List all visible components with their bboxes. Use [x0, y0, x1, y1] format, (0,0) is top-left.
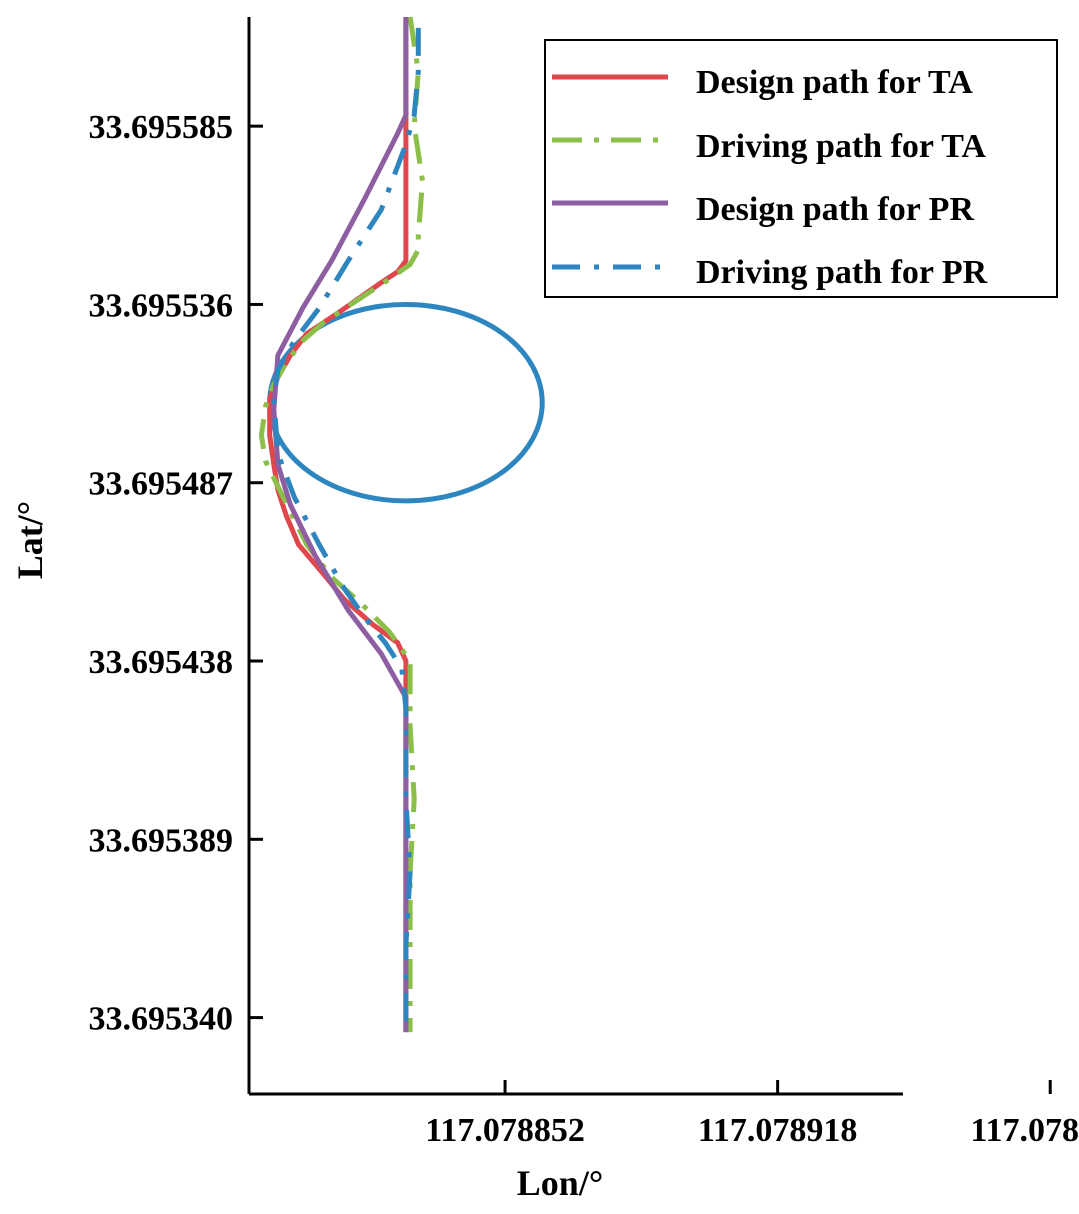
y-tick-label: 33.695438	[89, 644, 234, 681]
y-tick-label: 33.695389	[89, 822, 234, 859]
x-tick-label: 117.078852	[425, 1112, 585, 1149]
legend-label-driving-pr: Driving path for PR	[696, 254, 988, 291]
y-tick-label: 33.695536	[89, 287, 234, 324]
y-axis-label: Lat/°	[10, 501, 50, 579]
series-design-pr	[271, 17, 409, 1033]
x-tick-label: 117.078918	[698, 1112, 858, 1149]
y-tick-label: 33.695487	[89, 466, 234, 503]
series-driving-pr	[271, 27, 421, 1033]
legend-label-driving-ta: Driving path for TA	[696, 128, 986, 165]
y-tick-label: 33.695585	[89, 109, 234, 146]
y-tick-label: 33.695340	[89, 1001, 234, 1038]
series-layer	[258, 16, 545, 1033]
x-axis-label: Lon/°	[517, 1163, 603, 1203]
axes-layer	[247, 17, 903, 1096]
series-driving-ta	[258, 16, 425, 1033]
legend-label-design-ta: Design path for TA	[696, 64, 973, 101]
x-tick-label: 117.078984	[970, 1112, 1079, 1149]
legend-box	[544, 39, 1058, 298]
ticks-layer: 117.078852 117.078918 117.078984 33.695585 3…	[89, 109, 1079, 1149]
legend: Design path for TA Driving path for TA D…	[544, 39, 1058, 298]
legend-label-design-pr: Design path for PR	[696, 191, 974, 228]
series-design-ta	[267, 17, 409, 1033]
